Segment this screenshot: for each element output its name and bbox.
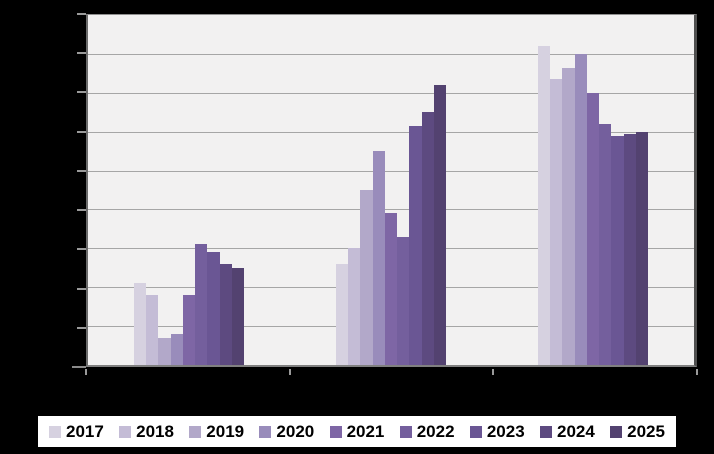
legend-swatch-icon	[399, 425, 412, 438]
bar-2023-group1	[207, 252, 220, 365]
gridline	[88, 53, 694, 55]
bar-2025-group2	[433, 85, 447, 365]
gridline	[88, 92, 694, 94]
legend-label: 2024	[556, 422, 595, 441]
bar-2023-group2	[409, 125, 422, 365]
legend-label: 2025	[627, 422, 665, 441]
bar-2019-group3	[562, 67, 575, 365]
plot-area	[86, 14, 697, 367]
bar-group-1	[88, 15, 290, 365]
bar-2017-group3	[538, 46, 551, 365]
legend: 2017 2018 2019 2020 2021 2022 2023 2024 2025	[36, 414, 678, 449]
legend-item-2017: 2017	[49, 423, 104, 440]
y-axis-tick	[77, 209, 86, 212]
legend-item-2021: 2021	[329, 422, 385, 441]
legend-label: 2023	[486, 422, 525, 441]
y-axis-tick	[77, 130, 86, 133]
legend-swatch-icon	[610, 425, 623, 438]
x-axis-line-stub	[72, 366, 86, 368]
legend-label: 2018	[136, 422, 174, 441]
bar-2020-group1	[170, 333, 183, 365]
y-axis-tick	[77, 326, 86, 329]
legend-label: 2021	[346, 422, 385, 441]
bar-2021-group3	[586, 92, 600, 365]
legend-swatch-icon	[469, 425, 482, 438]
bar-2017-group2	[336, 263, 349, 365]
legend-item-2019: 2019	[189, 423, 244, 440]
bar-group-2	[290, 15, 492, 365]
bar-2018-group2	[348, 248, 361, 365]
legend-swatch-icon	[49, 425, 61, 438]
legend-label: 2020	[276, 422, 315, 441]
bar-2022-group2	[397, 236, 410, 365]
bar-2018-group3	[550, 79, 563, 365]
legend-swatch-icon	[119, 425, 132, 438]
y-axis-tick	[77, 13, 86, 15]
bar-2023-group3	[611, 135, 624, 365]
bar-2021-group1	[182, 295, 196, 365]
bar-2025-group1	[231, 267, 245, 365]
bar-2019-group1	[158, 337, 171, 365]
bar-2021-group2	[384, 213, 398, 365]
legend-item-2024: 2024	[539, 422, 595, 441]
bar-group-3	[492, 15, 694, 365]
y-axis-tick	[77, 169, 86, 172]
bar-2020-group2	[372, 151, 385, 365]
y-axis-tick	[77, 91, 86, 94]
bar-2019-group2	[360, 190, 373, 365]
gridline	[88, 170, 694, 172]
legend-label: 2019	[206, 422, 245, 441]
bar-2022-group1	[195, 244, 208, 365]
bar-groups	[88, 15, 694, 365]
legend-item-2020: 2020	[259, 423, 314, 440]
bar-2022-group3	[599, 123, 612, 365]
gridline	[88, 131, 694, 133]
legend-item-2018: 2018	[119, 423, 174, 440]
bar-2025-group3	[635, 131, 649, 365]
x-axis-tick	[85, 369, 87, 375]
bar-2017-group1	[134, 283, 147, 365]
x-axis-tick	[492, 369, 495, 375]
legend-item-2023: 2023	[469, 422, 525, 441]
legend-item-2025: 2025	[610, 423, 665, 440]
legend-swatch-icon	[539, 425, 552, 438]
bar-2024-group3	[623, 133, 636, 365]
legend-swatch-icon	[259, 425, 272, 438]
legend-label: 2017	[66, 422, 104, 441]
y-axis-tick	[77, 52, 86, 55]
x-axis-tick	[288, 369, 291, 375]
gridline	[88, 209, 694, 211]
y-axis-ticks	[77, 13, 86, 368]
legend-item-2022: 2022	[399, 422, 455, 441]
y-axis-tick	[77, 287, 86, 290]
y-axis-tick	[77, 248, 86, 251]
bar-2024-group1	[219, 263, 232, 365]
x-axis-tick	[696, 369, 698, 375]
legend-label: 2022	[416, 422, 455, 441]
bar-2020-group3	[574, 53, 587, 365]
x-axis-ticks	[85, 369, 698, 376]
legend-swatch-icon	[189, 425, 202, 438]
legend-swatch-icon	[329, 425, 342, 438]
bar-2024-group2	[421, 112, 434, 365]
bar-2018-group1	[146, 295, 159, 365]
